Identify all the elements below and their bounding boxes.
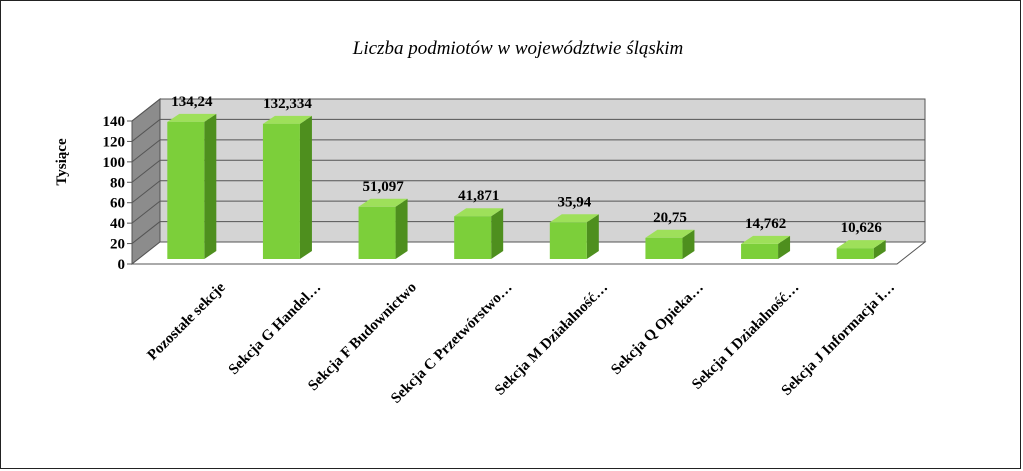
y-tick-label: 20 — [110, 237, 125, 253]
gridline-side — [131, 159, 161, 183]
data-label: 41,871 — [458, 188, 499, 204]
floor — [130, 241, 927, 265]
bar-side — [682, 229, 695, 259]
bar-top — [358, 198, 408, 207]
bars — [167, 113, 886, 260]
bar-top — [454, 208, 504, 217]
y-tick-label: 60 — [110, 196, 125, 212]
y-axis-label: Tysiące — [54, 138, 70, 186]
bar-side — [395, 198, 408, 259]
y-tick-label: 100 — [103, 155, 126, 171]
bar-front — [262, 123, 300, 260]
bar-front — [454, 216, 492, 259]
bar-front — [358, 206, 396, 259]
y-tick-label: 40 — [110, 216, 125, 232]
data-label: 132,334 — [263, 96, 312, 112]
bar-front — [549, 222, 587, 259]
bar — [549, 214, 599, 259]
bar-side — [873, 240, 886, 259]
data-label: 134,24 — [171, 94, 213, 110]
side-wall — [131, 97, 161, 266]
bar-top — [645, 229, 695, 238]
gridline-side — [131, 180, 161, 204]
data-label: 51,097 — [362, 179, 404, 195]
bar-top — [836, 240, 886, 249]
bar-top — [167, 113, 217, 122]
bar-top — [549, 214, 599, 223]
bar-front — [836, 248, 874, 259]
bar — [836, 240, 886, 259]
gridline-side — [131, 119, 161, 142]
bar — [741, 235, 791, 259]
y-tick-label: 80 — [110, 175, 125, 191]
bar-side — [204, 113, 217, 260]
y-tick-label: 120 — [103, 134, 126, 150]
category-label: Sekcja J Informacja i… — [779, 280, 898, 399]
data-label: 35,94 — [557, 194, 591, 210]
plot-walls — [130, 97, 927, 266]
y-tick-label: 0 — [118, 257, 126, 273]
bar — [167, 113, 217, 260]
bar-side — [299, 115, 312, 260]
bar-front — [645, 237, 683, 259]
bar — [645, 229, 695, 259]
bar-front — [167, 121, 205, 260]
bar — [358, 198, 408, 259]
gridline-side — [131, 139, 161, 163]
category-label: Sekcja M Działalność… — [492, 280, 611, 399]
bar-front — [741, 243, 779, 259]
gridline-side — [131, 200, 161, 224]
bar-top — [262, 115, 312, 124]
bar-side — [778, 235, 791, 259]
category-label: Pozostałe sekcje — [145, 279, 229, 363]
category-label: Sekcja F Budownictwo — [305, 280, 420, 395]
gridline-side — [131, 98, 161, 122]
bar-top — [741, 235, 791, 244]
bar — [454, 208, 504, 259]
category-label: Sekcja Q Opieka… — [608, 280, 707, 379]
category-label: Sekcja I Działalność… — [689, 280, 802, 393]
y-axis: 0 20 40 60 80 100 120 140 — [103, 114, 133, 273]
bar-side — [586, 214, 599, 259]
data-labels: 134,24 132,334 51,097 41,871 35,94 20,75 14,76… — [171, 94, 882, 236]
chart-title: Liczba podmiotów w województwie śląskim — [352, 38, 683, 59]
gridline-side — [131, 221, 161, 244]
data-label: 20,75 — [653, 210, 687, 226]
data-label: 10,626 — [841, 220, 883, 236]
y-tick-label: 140 — [103, 114, 126, 130]
bar-side — [491, 208, 504, 259]
category-label: Sekcja G Handel… — [226, 280, 325, 379]
bar — [262, 115, 312, 260]
data-label: 14,762 — [745, 216, 786, 232]
